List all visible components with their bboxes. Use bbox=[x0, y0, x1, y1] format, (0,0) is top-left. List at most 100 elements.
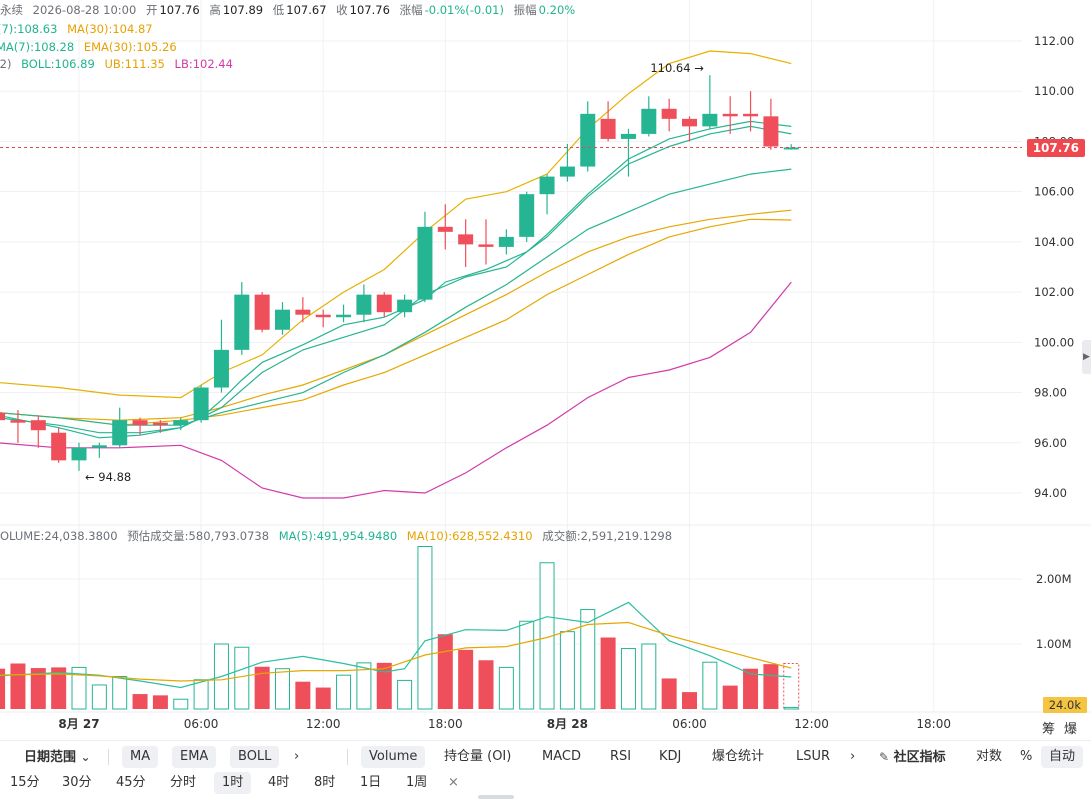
legend-high-value: 107.89 bbox=[222, 3, 264, 17]
candle-body bbox=[51, 432, 67, 461]
price-tick-label: 110.00 bbox=[1034, 84, 1074, 98]
interval-15m[interactable]: 15分 bbox=[10, 775, 40, 790]
indicator-ema-button[interactable]: EMA bbox=[172, 746, 217, 768]
volume-bar bbox=[336, 674, 352, 710]
legend-amp-label: 振幅 bbox=[513, 3, 537, 17]
legend-ema30: EMA(30):105.26 bbox=[83, 40, 177, 54]
volume-tick-label: 1.00M bbox=[1036, 637, 1072, 651]
date-range-dropdown[interactable]: 日期范围 ⌄ bbox=[16, 746, 99, 768]
candle-body bbox=[417, 226, 433, 300]
volume-estimate-bar bbox=[783, 663, 800, 710]
volume-bar bbox=[763, 664, 779, 709]
volume-bar bbox=[682, 692, 697, 709]
indicator-lsur-button[interactable]: LSUR bbox=[796, 749, 831, 764]
resize-handle[interactable] bbox=[478, 795, 514, 799]
volume-bar bbox=[91, 684, 107, 710]
volume-bar bbox=[10, 663, 26, 709]
interval-1d[interactable]: 1日 bbox=[360, 775, 382, 790]
candle-body bbox=[682, 118, 697, 127]
candle-body bbox=[580, 113, 596, 167]
interval-8h[interactable]: 8时 bbox=[314, 775, 336, 790]
indicator-macd-button[interactable]: MACD bbox=[542, 749, 581, 764]
time-tick-label: 12:00 bbox=[306, 717, 341, 731]
time-tick-label: 8月 27 bbox=[58, 717, 99, 731]
collapse-side-panel-handle[interactable]: ▶ bbox=[1082, 340, 1091, 374]
indicator-rsi-button[interactable]: RSI bbox=[610, 749, 632, 764]
close-intervals-icon[interactable]: × bbox=[448, 775, 459, 790]
interval-30m[interactable]: 30分 bbox=[62, 775, 92, 790]
time-tick-label: 18:00 bbox=[428, 717, 463, 731]
candle-body bbox=[478, 244, 494, 247]
candle-body bbox=[10, 420, 26, 423]
price-tick-label: 94.00 bbox=[1034, 486, 1067, 500]
volume-bar bbox=[234, 646, 250, 710]
volume-bar bbox=[193, 679, 209, 710]
volume-bar bbox=[641, 643, 657, 710]
community-indicators-button[interactable]: ✎ 社区指标 bbox=[871, 746, 954, 768]
community-indicators-label: 社区指标 bbox=[893, 750, 946, 765]
log-scale-toggle[interactable]: 对数 bbox=[976, 749, 1003, 764]
candle-body bbox=[722, 113, 738, 117]
legend-vol-ma5: MA(5):491,954.9480 bbox=[278, 529, 398, 543]
indicator-ma-button[interactable]: MA bbox=[122, 746, 159, 768]
volume-ma10-line bbox=[0, 621, 792, 682]
indicator-boll-button[interactable]: BOLL bbox=[230, 746, 280, 768]
candle-body bbox=[661, 108, 677, 119]
sub-indicator-more-icon[interactable]: › bbox=[850, 749, 856, 764]
percent-scale-toggle[interactable]: % bbox=[1020, 749, 1033, 764]
legend-ma7: (7):108.63 bbox=[0, 22, 58, 36]
indicator-oi-button[interactable]: 持仓量 (OI) bbox=[444, 749, 512, 764]
volume-bar bbox=[275, 668, 290, 710]
legend-low-label: 低 bbox=[272, 3, 285, 17]
interval-1w[interactable]: 1周 bbox=[406, 775, 428, 790]
boll-mid-line bbox=[0, 168, 792, 426]
indicator-volume-button[interactable]: Volume bbox=[361, 746, 426, 768]
price-tick-label: 112.00 bbox=[1034, 34, 1074, 48]
candle-body bbox=[356, 294, 372, 315]
indicator-kdj-button[interactable]: KDJ bbox=[659, 749, 682, 764]
date-range-label: 日期范围 bbox=[24, 750, 77, 765]
volume-bar bbox=[152, 695, 168, 709]
legend-ma-row: (7):108.63 MA(30):104.87 bbox=[0, 22, 159, 36]
legend-ohlc-row: 永续 2026-08-28 10:00 开 107.76 高 107.89 低 107… bbox=[0, 3, 581, 17]
interval-timeline[interactable]: 分时 bbox=[170, 775, 197, 790]
chips-toggle-button[interactable]: 筹 bbox=[1042, 722, 1056, 737]
liquidation-toggle-button[interactable]: 爆 bbox=[1064, 722, 1078, 737]
legend-low-value: 107.67 bbox=[286, 3, 327, 17]
high-price-annotation: 110.64 → bbox=[650, 61, 704, 75]
price-tick-label: 96.00 bbox=[1034, 436, 1067, 450]
toolbar-divider bbox=[347, 749, 348, 765]
legend-datetime: 2026-08-28 10:00 bbox=[32, 3, 137, 17]
candle-body bbox=[539, 176, 555, 195]
candle-body bbox=[173, 420, 189, 426]
time-tick-label: 18:00 bbox=[916, 717, 951, 731]
indicator-liquidation-button[interactable]: 爆仓统计 bbox=[712, 749, 765, 764]
legend-change-value: -0.01%(-0.01) bbox=[424, 3, 504, 17]
candle-body bbox=[30, 420, 46, 431]
main-indicator-more-icon[interactable]: › bbox=[294, 749, 300, 764]
ma30-line bbox=[0, 218, 792, 426]
volume-bar bbox=[620, 648, 636, 710]
legend-amp-value: 0.20% bbox=[538, 3, 576, 17]
interval-1h[interactable]: 1时 bbox=[214, 772, 252, 794]
volume-bar bbox=[112, 676, 128, 710]
candle-body bbox=[152, 422, 168, 426]
volume-bar bbox=[722, 685, 738, 709]
candle-body bbox=[112, 420, 128, 446]
volume-bar bbox=[600, 637, 616, 709]
current-price-badge: 107.76 bbox=[1026, 139, 1085, 157]
volume-bar bbox=[478, 660, 494, 709]
kline-chart[interactable]: 94.00 96.00 98.00 100.00 102.00 104.00 106.00 1… bbox=[0, 0, 1091, 740]
legend-volume-row: OLUME:24,038.3800 预估成交量:580,793.0738 MA(… bbox=[0, 529, 678, 543]
interval-4h[interactable]: 4时 bbox=[268, 775, 290, 790]
interval-45m[interactable]: 45分 bbox=[116, 775, 146, 790]
price-tick-label: 100.00 bbox=[1034, 335, 1074, 349]
legend-boll-prefix: ,2) bbox=[0, 57, 12, 71]
auto-scale-toggle[interactable]: 自动 bbox=[1041, 746, 1084, 768]
candle-body bbox=[315, 314, 331, 318]
edit-icon: ✎ bbox=[879, 750, 890, 764]
price-tick-label: 102.00 bbox=[1034, 285, 1074, 299]
indicator-toolbar: 日期范围 ⌄ MA EMA BOLL › Volume 持仓量 (OI) MAC… bbox=[0, 740, 1091, 771]
legend-boll-row: ,2) BOLL:106.89 UB:111.35 LB:102.44 bbox=[0, 57, 239, 71]
toolbar-divider bbox=[108, 749, 109, 765]
